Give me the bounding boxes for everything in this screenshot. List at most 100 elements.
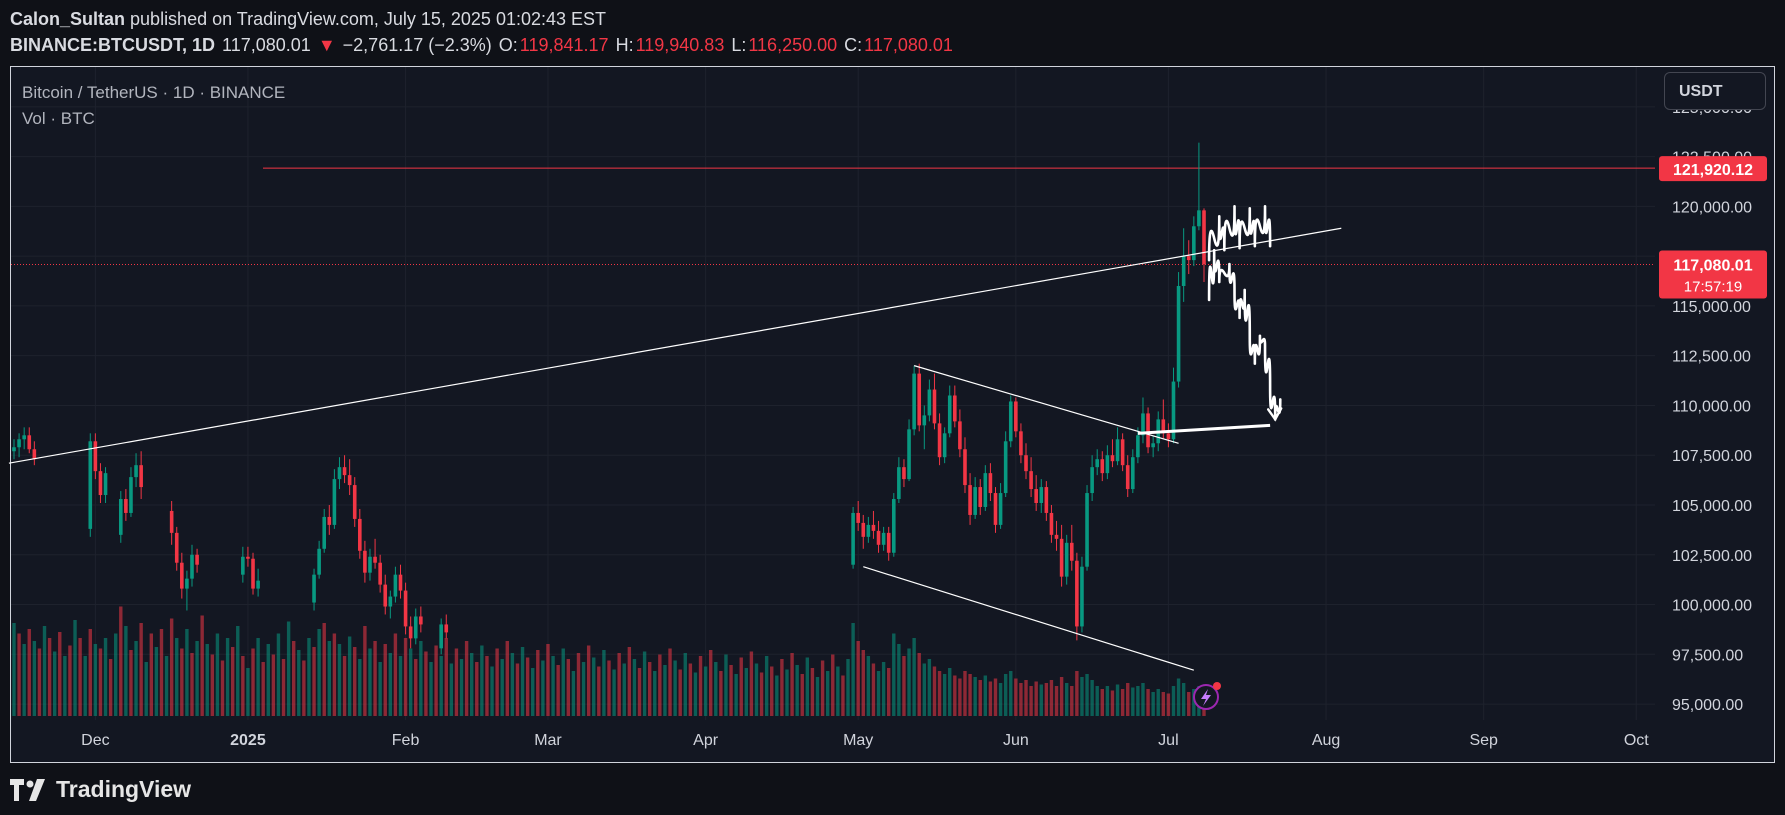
candle-body-5[interactable]	[32, 449, 37, 460]
candle-body-2[interactable]	[17, 439, 21, 448]
candle-body-184[interactable]	[942, 433, 947, 458]
candle-body-180[interactable]	[922, 415, 927, 426]
candle-body-36[interactable]	[190, 554, 194, 579]
candle-body-1[interactable]	[12, 447, 16, 452]
candle-body-209[interactable]	[1069, 542, 1074, 561]
candle-body-32[interactable]	[169, 510, 174, 533]
candle-body-49[interactable]	[256, 580, 260, 589]
candle-body-188[interactable]	[963, 449, 967, 486]
candle-body-71[interactable]	[368, 556, 372, 573]
candle-body-37[interactable]	[195, 554, 199, 565]
candle-body-203[interactable]	[1039, 487, 1044, 503]
candle-body-75[interactable]	[388, 596, 393, 607]
candle-body-34[interactable]	[180, 562, 184, 589]
candle-body-207[interactable]	[1059, 538, 1064, 577]
candle-body-222[interactable]	[1136, 435, 1140, 458]
candle-body-227[interactable]	[1161, 419, 1166, 434]
candle-body-189[interactable]	[968, 485, 972, 515]
candle-body-78[interactable]	[403, 590, 408, 627]
candle-body-228[interactable]	[1166, 433, 1171, 440]
candle-body-76[interactable]	[393, 574, 398, 597]
candle-body-81[interactable]	[419, 616, 423, 625]
candle-body-19[interactable]	[103, 473, 108, 496]
candle-body-175[interactable]	[897, 467, 901, 500]
candle-body-74[interactable]	[383, 584, 388, 607]
support-level-line[interactable]	[1137, 423, 1271, 435]
candle-body-176[interactable]	[902, 467, 906, 480]
candle-body-23[interactable]	[124, 499, 128, 513]
candle-body-187[interactable]	[958, 421, 962, 450]
candle-body-192[interactable]	[983, 473, 988, 507]
candle-body-63[interactable]	[327, 516, 332, 525]
candle-body-22[interactable]	[118, 499, 123, 535]
candle-body-213[interactable]	[1090, 467, 1094, 494]
candle-body-200[interactable]	[1024, 455, 1028, 472]
candle-body-223[interactable]	[1141, 413, 1145, 436]
candle-body-229[interactable]	[1171, 381, 1176, 440]
wedge-upper-line[interactable]	[913, 365, 1179, 444]
candle-body-191[interactable]	[978, 487, 983, 507]
candle-body-172[interactable]	[881, 532, 886, 545]
candle-body-69[interactable]	[358, 518, 362, 551]
candle-body-169[interactable]	[866, 524, 871, 537]
candle-body-72[interactable]	[373, 556, 377, 563]
candle-body-194[interactable]	[993, 493, 998, 525]
candle-body-16[interactable]	[88, 441, 93, 529]
candle-body-65[interactable]	[337, 467, 342, 480]
candle-body-24[interactable]	[129, 477, 133, 513]
candle-body-67[interactable]	[347, 475, 352, 486]
candle-body-77[interactable]	[398, 574, 403, 591]
author-name[interactable]: Calon_Sultan	[10, 9, 126, 29]
candle-body-210[interactable]	[1075, 560, 1079, 627]
candle-body-179[interactable]	[917, 373, 922, 426]
candle-body-224[interactable]	[1146, 413, 1150, 448]
candle-body-173[interactable]	[886, 532, 891, 553]
candle-body-212[interactable]	[1085, 493, 1089, 567]
candle-body-35[interactable]	[185, 578, 189, 589]
candle-body-17[interactable]	[93, 441, 98, 472]
candle-body-217[interactable]	[1110, 455, 1115, 462]
candle-body-201[interactable]	[1029, 471, 1033, 490]
candle-body-18[interactable]	[98, 471, 103, 496]
candle-body-232[interactable]	[1186, 256, 1191, 261]
candle-body-199[interactable]	[1019, 431, 1023, 456]
candle-body-68[interactable]	[352, 485, 357, 519]
candle-body-193[interactable]	[988, 473, 993, 494]
candle-body-190[interactable]	[973, 487, 977, 515]
candle-body-80[interactable]	[413, 616, 418, 639]
candle-body-70[interactable]	[363, 550, 367, 573]
legend-title[interactable]: Bitcoin / TetherUS · 1D · BINANCE	[22, 83, 286, 102]
candle-body-225[interactable]	[1151, 443, 1155, 448]
candle-body-202[interactable]	[1034, 489, 1038, 503]
candle-body-231[interactable]	[1181, 256, 1186, 286]
breakdown-scenario-path[interactable]	[1207, 248, 1282, 421]
candle-body-4[interactable]	[27, 435, 32, 450]
candle-body-205[interactable]	[1049, 512, 1054, 535]
candle-body-221[interactable]	[1131, 457, 1135, 490]
candle-body-208[interactable]	[1064, 542, 1069, 577]
candle-body-168[interactable]	[861, 522, 866, 537]
candle-body-197[interactable]	[1008, 401, 1013, 442]
sideways-scenario-path[interactable]	[1207, 205, 1272, 262]
candle-body-86[interactable]	[444, 624, 449, 633]
candle-body-233[interactable]	[1192, 226, 1196, 261]
candle-body-73[interactable]	[378, 562, 382, 585]
candle-body-60[interactable]	[312, 574, 316, 603]
candle-body-182[interactable]	[932, 389, 937, 424]
candle-body-3[interactable]	[22, 435, 26, 440]
candle-body-178[interactable]	[912, 373, 916, 430]
candle-body-174[interactable]	[891, 499, 896, 553]
candle-body-177[interactable]	[907, 429, 911, 480]
candle-body-214[interactable]	[1095, 459, 1100, 468]
candle-body-230[interactable]	[1176, 285, 1181, 382]
candle-body-61[interactable]	[317, 548, 321, 575]
currency-button[interactable]: USDT	[1664, 72, 1766, 110]
candle-body-234[interactable]	[1197, 210, 1201, 227]
candle-body-64[interactable]	[332, 479, 337, 525]
candle-body-220[interactable]	[1125, 465, 1130, 490]
candle-body-62[interactable]	[322, 516, 327, 549]
candle-body-218[interactable]	[1115, 439, 1120, 462]
candle-body-171[interactable]	[876, 530, 881, 545]
candle-body-235[interactable]	[1202, 210, 1206, 265]
